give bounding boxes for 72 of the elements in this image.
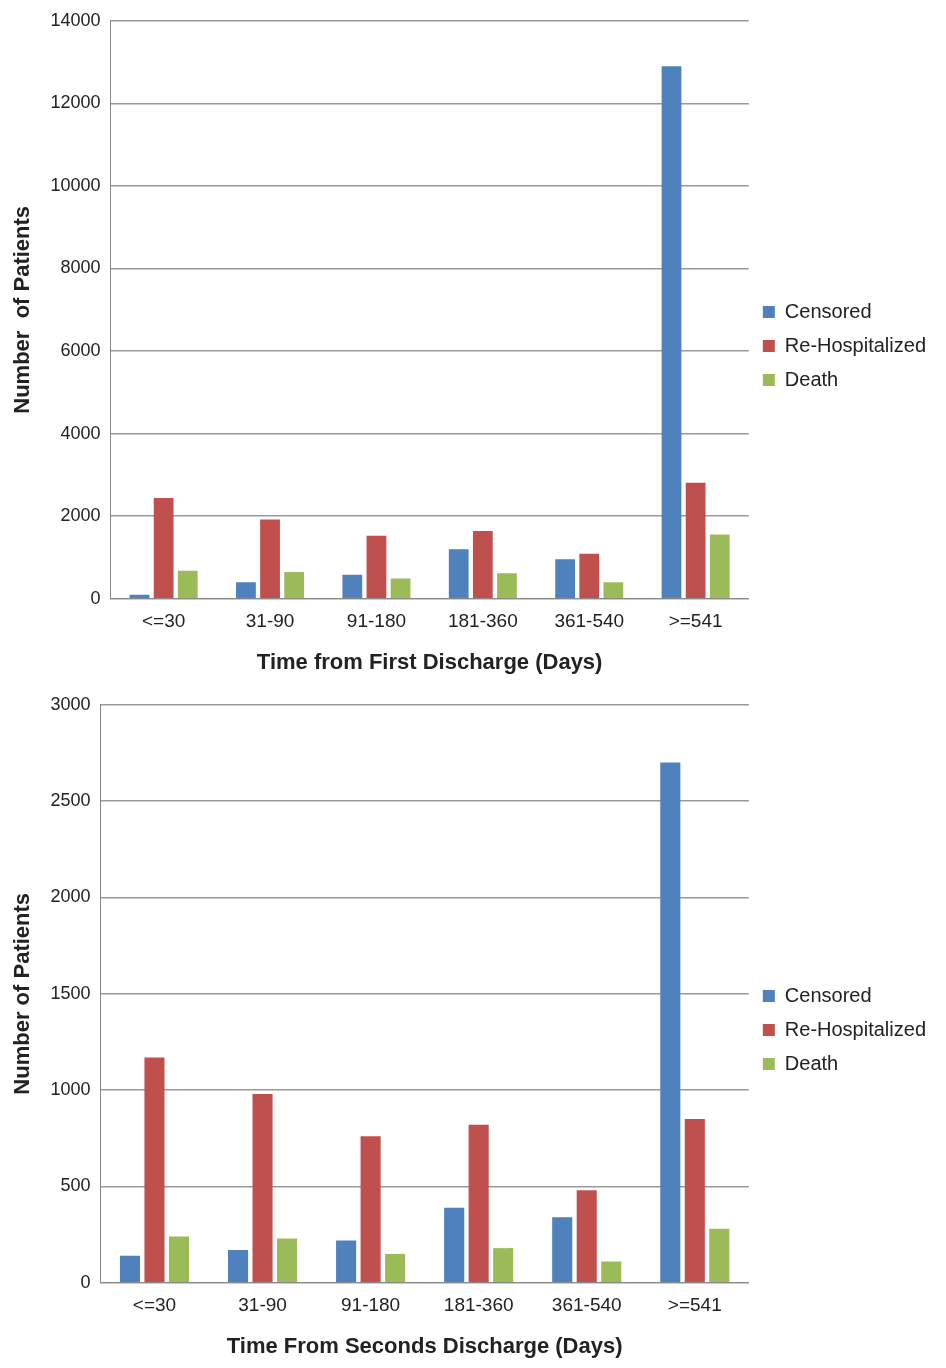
bar [385, 1253, 406, 1283]
x-tick-label: >=541 [667, 1294, 722, 1316]
x-tick-label: 181-360 [443, 1294, 514, 1316]
bar [472, 531, 493, 599]
y-axis-title: Number of Patients [9, 892, 35, 1095]
bar [336, 1240, 357, 1283]
x-axis-title: Time from First Discharge (Days) [256, 648, 603, 674]
bar [448, 549, 469, 599]
bar [709, 1228, 730, 1283]
bar [660, 762, 681, 1283]
x-tick-label: 31-90 [245, 610, 295, 632]
bar [390, 578, 411, 599]
legend-label: Censored [784, 983, 872, 1006]
y-tick-label: 3000 [50, 693, 91, 714]
bar [601, 1261, 622, 1283]
bar [119, 1255, 141, 1283]
y-tick-label: 500 [60, 1175, 91, 1196]
y-tick-label: 1000 [50, 1079, 91, 1100]
x-tick-label: 31-90 [238, 1294, 287, 1316]
y-axis-title: Number of Patients [9, 205, 35, 414]
bar [284, 571, 305, 599]
y-tick-label: 6000 [60, 340, 101, 361]
bar [468, 1124, 489, 1283]
x-tick-label: 91-180 [346, 610, 407, 632]
bar [144, 1057, 165, 1283]
bar [555, 559, 576, 599]
y-tick-label: 2000 [60, 505, 101, 526]
bar [260, 519, 280, 599]
bar [236, 582, 256, 599]
legend-label: Censored [784, 299, 872, 322]
bar [552, 1217, 573, 1283]
bar [579, 553, 600, 599]
y-tick-label: 8000 [60, 257, 101, 278]
bar [685, 482, 706, 599]
x-tick-label: >=541 [668, 610, 723, 632]
legend-label: Re-Hospitalized [784, 1017, 926, 1040]
bar [709, 534, 730, 599]
legend-label: Re-Hospitalized [784, 333, 926, 356]
x-tick-label: <=30 [141, 610, 186, 632]
x-tick-label: <=30 [132, 1294, 177, 1316]
y-tick-label: 14000 [50, 9, 101, 30]
bar [603, 582, 624, 599]
y-tick-label: 4000 [60, 422, 101, 443]
bar [576, 1190, 597, 1283]
y-tick-label: 0 [90, 587, 101, 608]
legend-label: Death [784, 367, 839, 390]
x-tick-label: 361-540 [554, 610, 625, 632]
bar [228, 1250, 249, 1283]
y-tick-label: 10000 [50, 174, 101, 195]
y-tick-label: 2500 [50, 790, 91, 811]
bar [661, 66, 682, 599]
bar [444, 1207, 465, 1283]
bar [684, 1119, 705, 1283]
y-tick-label: 0 [80, 1271, 91, 1292]
x-tick-label: 361-540 [551, 1294, 622, 1316]
x-tick-label: 91-180 [341, 1294, 401, 1316]
y-tick-label: 1500 [50, 982, 91, 1003]
bar [360, 1136, 381, 1283]
y-tick-label: 2000 [50, 886, 91, 907]
bar [276, 1238, 298, 1283]
bar [497, 573, 517, 599]
bar [153, 498, 174, 599]
bar [342, 574, 363, 599]
bar [177, 570, 198, 599]
legend-label: Death [784, 1051, 839, 1074]
bar [168, 1236, 190, 1283]
bar [366, 535, 387, 599]
y-tick-label: 12000 [50, 92, 101, 113]
bar [493, 1248, 514, 1283]
x-axis-title: Time From Seconds Discharge (Days) [226, 1332, 623, 1358]
bar [252, 1093, 273, 1283]
x-tick-label: 181-360 [447, 610, 518, 632]
